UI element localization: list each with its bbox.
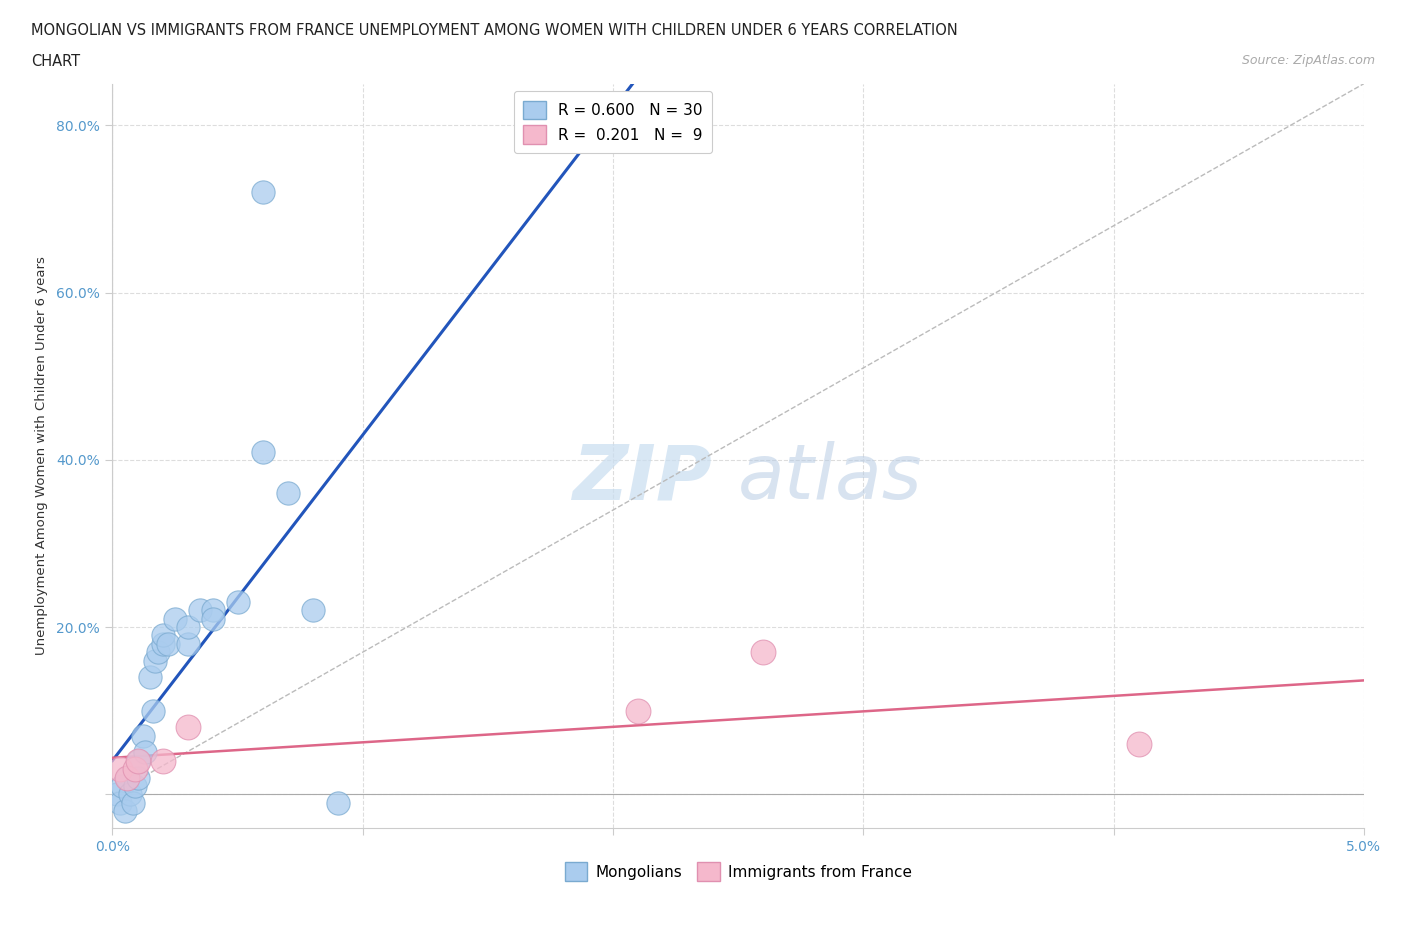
Point <box>108 795 131 810</box>
Point <box>134 745 156 760</box>
Point <box>127 753 149 768</box>
Point <box>124 778 146 793</box>
Text: Source: ZipAtlas.com: Source: ZipAtlas.com <box>1241 54 1375 67</box>
Point <box>176 619 198 634</box>
Point <box>252 445 274 459</box>
Point <box>176 720 198 735</box>
Point <box>201 611 224 626</box>
Point <box>143 653 166 668</box>
Text: atlas: atlas <box>738 441 922 515</box>
Legend: Mongolians, Immigrants from France: Mongolians, Immigrants from France <box>558 857 918 887</box>
Point <box>201 603 224 618</box>
Point <box>152 636 174 651</box>
Text: MONGOLIAN VS IMMIGRANTS FROM FRANCE UNEMPLOYMENT AMONG WOMEN WITH CHILDREN UNDER: MONGOLIAN VS IMMIGRANTS FROM FRANCE UNEM… <box>31 23 957 38</box>
Point <box>117 770 139 785</box>
Y-axis label: Unemployment Among Women with Children Under 6 years: Unemployment Among Women with Children U… <box>35 257 48 655</box>
Point <box>127 753 149 768</box>
Point <box>141 703 163 718</box>
Point <box>108 762 131 777</box>
Point <box>131 728 153 743</box>
Point <box>277 485 299 500</box>
Point <box>111 778 134 793</box>
Point <box>107 787 129 802</box>
Point <box>163 611 186 626</box>
Point <box>152 753 174 768</box>
Point <box>1128 737 1150 751</box>
Point <box>752 644 775 659</box>
Text: ZIP: ZIP <box>574 441 713 515</box>
Point <box>326 795 349 810</box>
Point <box>188 603 211 618</box>
Point <box>139 670 162 684</box>
Point <box>627 703 650 718</box>
Point <box>127 770 149 785</box>
Point <box>121 795 143 810</box>
Point <box>118 787 141 802</box>
Point <box>124 762 146 777</box>
Point <box>226 594 249 609</box>
Point <box>146 644 169 659</box>
Point <box>252 185 274 200</box>
Text: CHART: CHART <box>31 54 80 69</box>
Point <box>301 603 323 618</box>
Point <box>176 636 198 651</box>
Point <box>117 770 139 785</box>
Point <box>114 804 136 818</box>
Point <box>152 628 174 643</box>
Point <box>156 636 179 651</box>
